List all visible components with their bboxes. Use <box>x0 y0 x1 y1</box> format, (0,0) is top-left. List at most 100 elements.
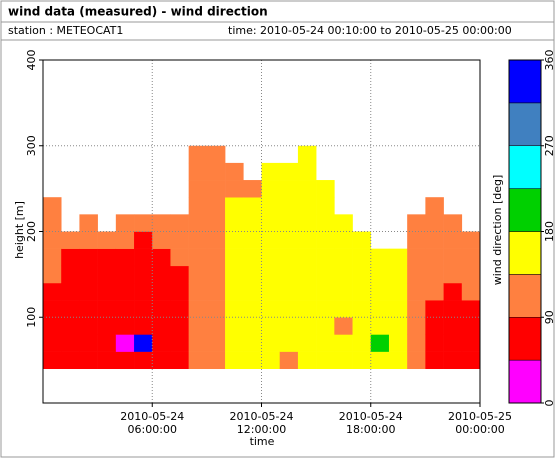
cell <box>443 334 463 352</box>
cell <box>97 282 117 301</box>
cell <box>43 248 62 267</box>
cell <box>425 317 444 335</box>
plot-border <box>42 59 481 404</box>
cell <box>188 351 208 369</box>
cell <box>152 265 171 284</box>
cell <box>134 317 153 335</box>
cell <box>43 282 62 301</box>
cell <box>279 265 299 284</box>
cell <box>79 214 98 232</box>
cell <box>407 334 426 352</box>
cell <box>352 334 372 352</box>
cell <box>334 334 353 352</box>
cell <box>225 334 244 352</box>
cell <box>316 282 335 301</box>
cell <box>79 265 98 284</box>
cell <box>407 231 426 249</box>
cell <box>115 334 135 352</box>
cell <box>425 351 444 369</box>
cell <box>170 231 189 249</box>
cell <box>79 317 98 335</box>
cell <box>206 180 226 198</box>
cell <box>316 265 335 284</box>
cell <box>170 248 189 267</box>
x-tick-label: 2010-05-25 00:00:00 <box>448 410 512 436</box>
cell <box>243 231 262 249</box>
cell <box>297 351 317 369</box>
cell <box>352 351 372 369</box>
cell <box>79 231 98 249</box>
cell <box>61 265 80 284</box>
cell <box>170 282 189 301</box>
colorbar-tick-label: 360 <box>543 50 556 71</box>
cell <box>461 282 481 301</box>
cell <box>225 197 244 215</box>
cell <box>297 162 317 181</box>
cell <box>297 214 317 232</box>
cell <box>316 351 335 369</box>
cell <box>407 351 426 369</box>
cell <box>425 197 444 215</box>
cell <box>261 180 281 198</box>
cell <box>206 231 226 249</box>
cell <box>97 317 117 335</box>
cell <box>388 334 408 352</box>
cell <box>261 214 281 232</box>
cell <box>334 214 353 232</box>
cell <box>97 300 117 318</box>
cell <box>152 334 171 352</box>
cell <box>279 334 299 352</box>
cell <box>115 231 135 249</box>
cell <box>388 351 408 369</box>
cell <box>188 282 208 301</box>
cell <box>43 300 62 318</box>
cell <box>261 334 281 352</box>
cell <box>134 334 153 352</box>
cell <box>79 334 98 352</box>
cell <box>261 248 281 267</box>
cell <box>297 145 317 164</box>
cell <box>79 300 98 318</box>
cell <box>243 248 262 267</box>
cell <box>316 214 335 232</box>
cell <box>79 282 98 301</box>
cell <box>352 248 372 267</box>
station: station : METEOCAT1 <box>8 24 123 37</box>
cell <box>115 300 135 318</box>
x-tick-label: 2010-05-24 12:00:00 <box>229 410 294 436</box>
cell <box>443 265 463 284</box>
cell <box>297 317 317 335</box>
time-range: time: 2010-05-24 00:10:00 to 2010-05-25 … <box>228 24 512 37</box>
cell <box>352 282 372 301</box>
cell <box>243 300 262 318</box>
cell <box>443 248 463 267</box>
cell <box>243 197 262 215</box>
cell <box>407 282 426 301</box>
cell <box>261 197 281 215</box>
cell <box>297 265 317 284</box>
cell <box>279 214 299 232</box>
cell <box>134 248 153 267</box>
cell <box>425 265 444 284</box>
cell <box>261 300 281 318</box>
cell <box>425 334 444 352</box>
cell <box>352 231 372 249</box>
cell <box>370 265 390 284</box>
cell <box>170 351 189 369</box>
cell <box>279 282 299 301</box>
colorbar-tick-label: 270 <box>543 135 556 156</box>
cell <box>370 351 390 369</box>
cell <box>352 317 372 335</box>
cell <box>261 282 281 301</box>
cell <box>407 265 426 284</box>
cell <box>461 248 481 267</box>
cell <box>388 300 408 318</box>
cell <box>352 265 372 284</box>
cell <box>43 231 62 249</box>
cell <box>461 351 481 369</box>
cell <box>243 265 262 284</box>
cell <box>407 300 426 318</box>
cell <box>316 317 335 335</box>
y-tick-label: 100 <box>25 307 38 328</box>
